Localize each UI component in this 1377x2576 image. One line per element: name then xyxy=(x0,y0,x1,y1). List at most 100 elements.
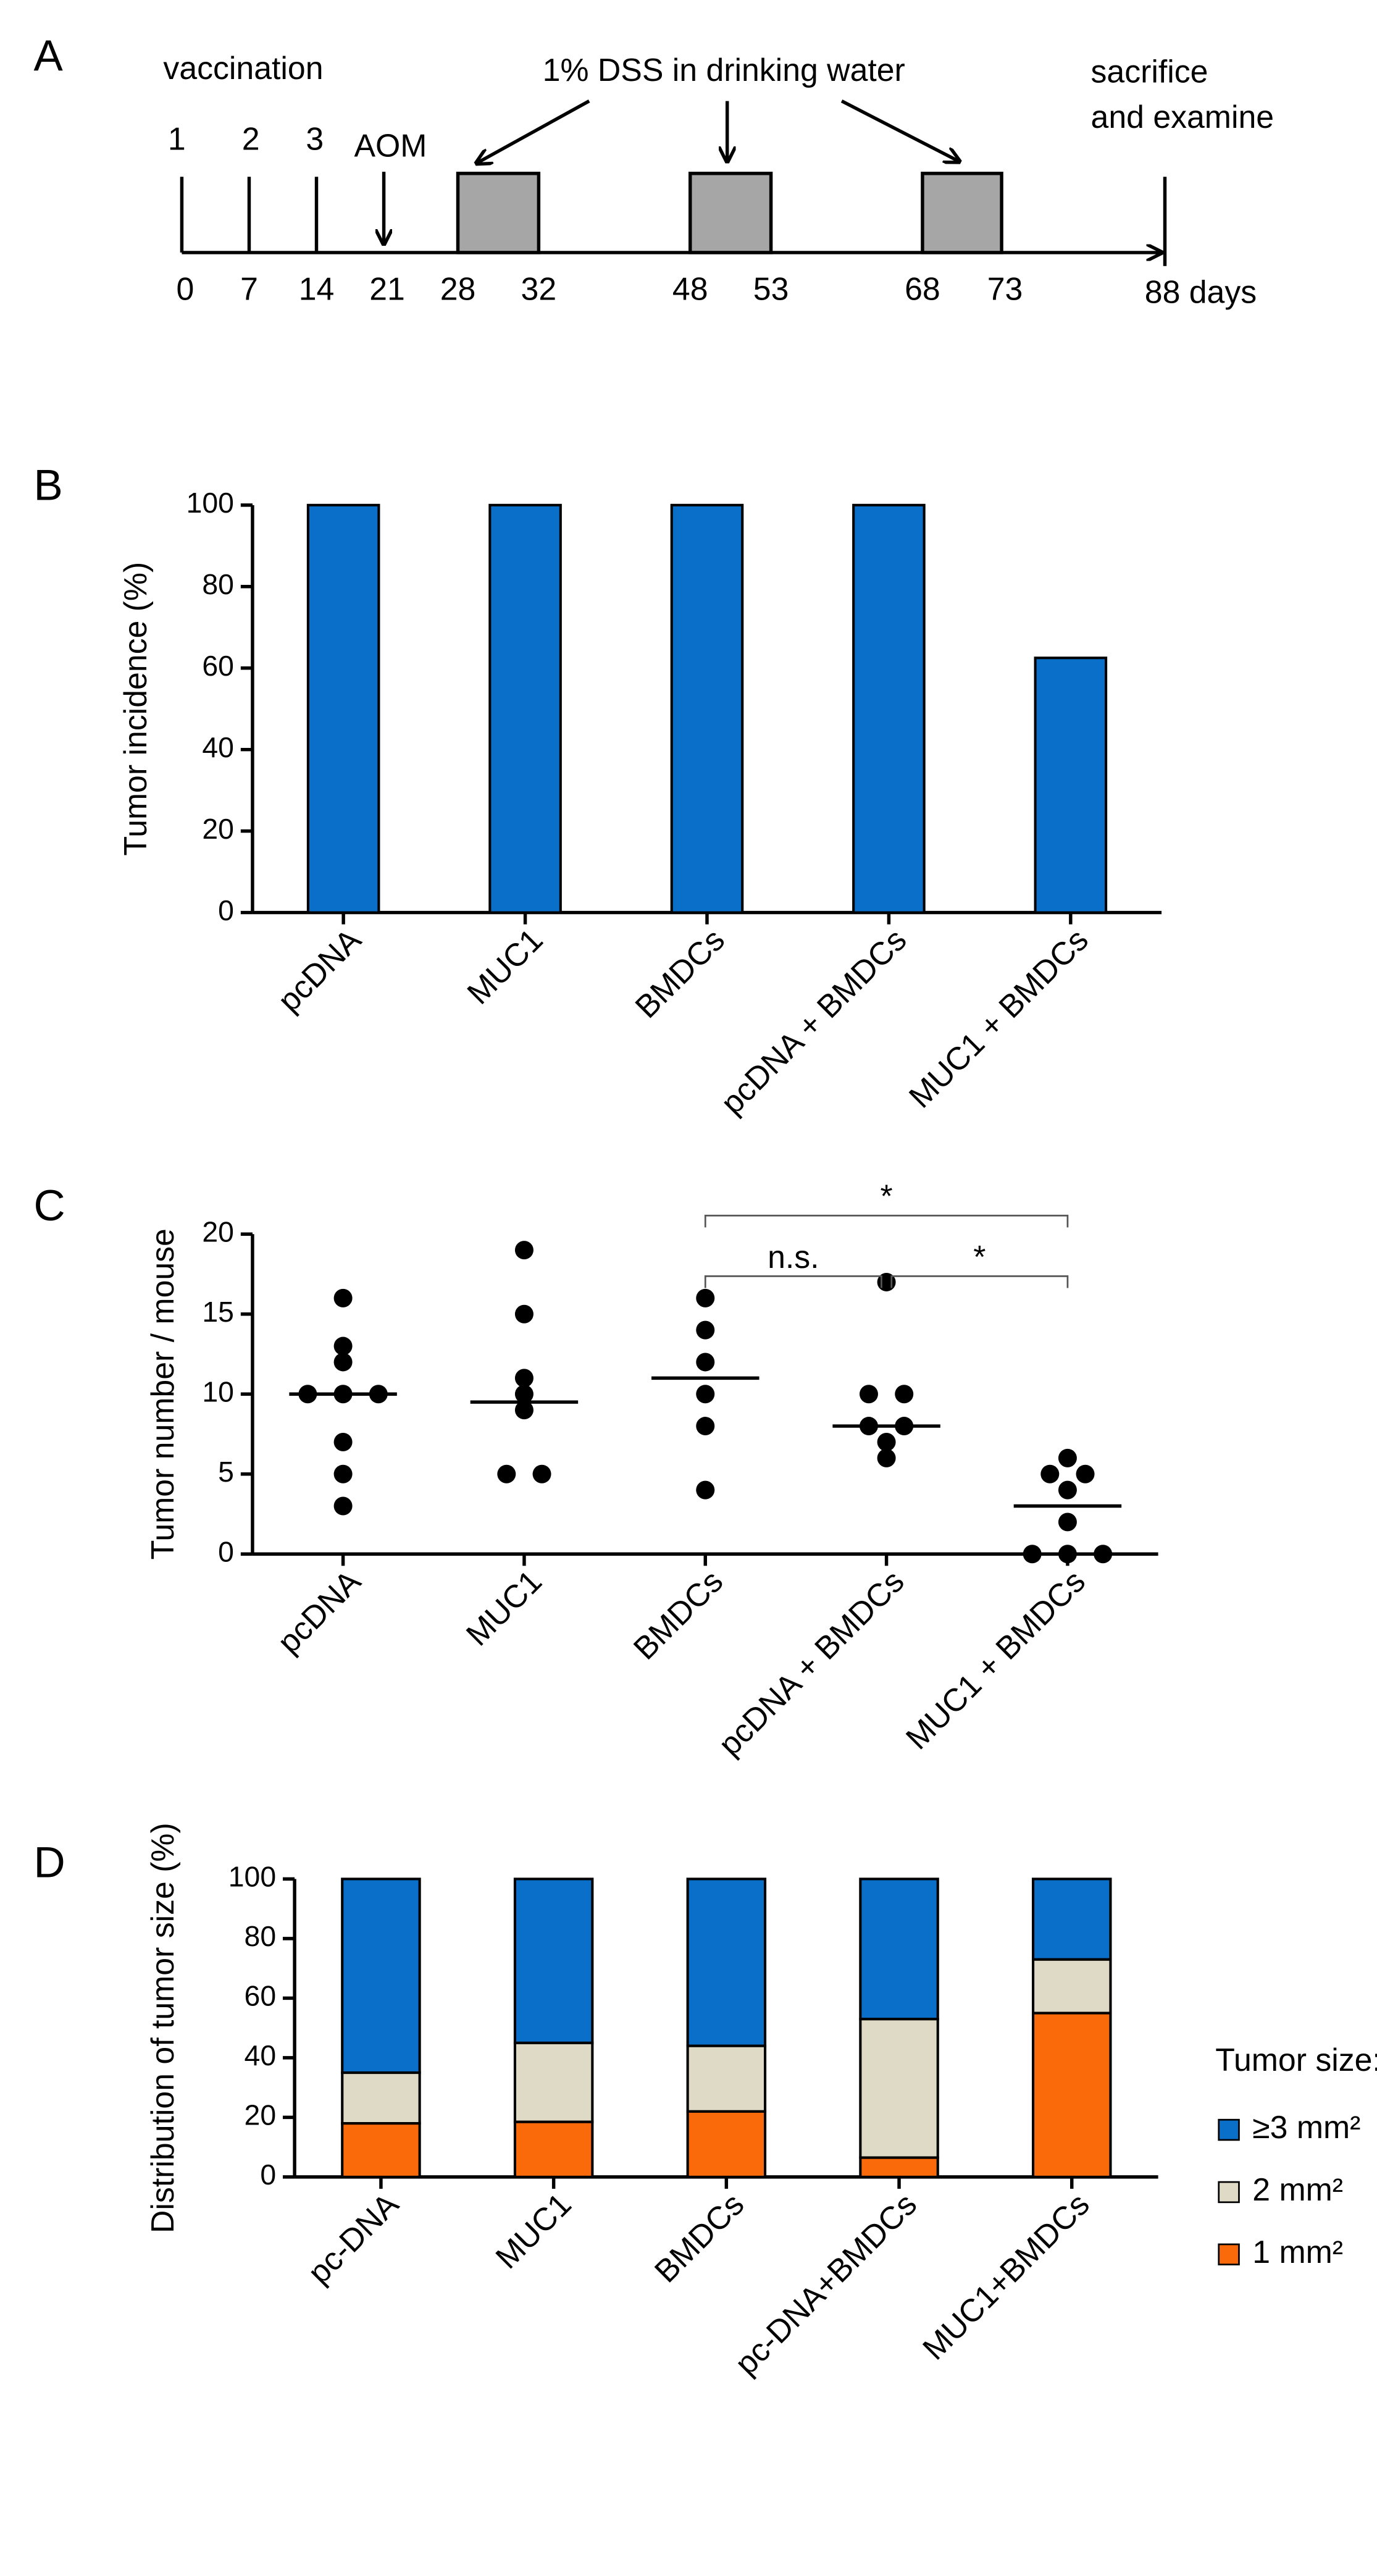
dot xyxy=(333,1353,353,1372)
dot xyxy=(1058,1480,1077,1500)
y-tick-label: 100 xyxy=(186,487,234,519)
y-tick-label: 0 xyxy=(260,2159,276,2191)
significance-label: n.s. xyxy=(768,1239,819,1275)
x-tick-label: MUC1 xyxy=(459,1563,548,1653)
y-tick-label: 20 xyxy=(245,2099,277,2131)
dot xyxy=(514,1241,534,1260)
day-label: 21 xyxy=(369,271,405,306)
dot xyxy=(895,1385,914,1404)
x-tick-label: pcDNA + BMDCs xyxy=(714,921,913,1121)
dot xyxy=(333,1336,353,1356)
legend-title: Tumor size: xyxy=(1215,2042,1377,2078)
dot xyxy=(696,1353,715,1372)
dot xyxy=(1076,1464,1095,1483)
panel-label: B xyxy=(34,461,63,510)
legend-label: ≥3 mm² xyxy=(1252,2109,1360,2145)
dss-arrow xyxy=(477,99,590,164)
bar-segment xyxy=(686,1877,767,2047)
bar-segment xyxy=(513,1877,594,2044)
dot xyxy=(696,1385,715,1404)
dot xyxy=(514,1369,534,1388)
y-tick-label: 0 xyxy=(218,1535,234,1567)
day-label: 68 xyxy=(905,271,940,306)
day-label: 14 xyxy=(299,271,335,306)
bar xyxy=(306,503,380,914)
day-label: 7 xyxy=(240,271,258,306)
day-label: 32 xyxy=(521,271,557,306)
dot xyxy=(696,1320,715,1340)
y-tick-label: 80 xyxy=(245,1920,277,1952)
bar xyxy=(670,503,744,914)
dot xyxy=(1040,1464,1060,1483)
dss-arrow xyxy=(840,99,960,162)
significance-bracket xyxy=(704,1214,1069,1228)
day-label: 48 xyxy=(672,271,708,306)
end-label: sacrifice xyxy=(1091,54,1208,90)
legend-swatch xyxy=(1218,2181,1240,2204)
y-tick-label: 40 xyxy=(202,731,234,763)
y-tick-label: 15 xyxy=(202,1296,234,1328)
x-tick-label: pcDNA xyxy=(270,921,367,1018)
significance-bracket xyxy=(890,1275,1069,1288)
dot xyxy=(696,1417,715,1436)
y-axis-label: Distribution of tumor size (%) xyxy=(144,1823,180,2233)
dot xyxy=(333,1432,353,1451)
panel-label: D xyxy=(34,1838,65,1887)
bar-segment xyxy=(513,2120,594,2178)
y-tick-label: 100 xyxy=(228,1861,276,1893)
dot xyxy=(1023,1545,1042,1564)
dot xyxy=(877,1432,896,1451)
bar-segment xyxy=(686,2110,767,2178)
significance-label: * xyxy=(881,1178,893,1214)
dot xyxy=(877,1448,896,1467)
y-tick-label: 10 xyxy=(202,1375,234,1408)
legend-swatch xyxy=(1218,2243,1240,2266)
bar-segment xyxy=(513,2041,594,2123)
legend-swatch xyxy=(1218,2118,1240,2141)
dot xyxy=(859,1385,878,1404)
bar-segment xyxy=(1031,2012,1112,2178)
x-tick-label: MUC1 + BMDCs xyxy=(899,1563,1092,1756)
dot xyxy=(1058,1512,1077,1532)
dot xyxy=(1058,1448,1077,1467)
bar-segment xyxy=(859,1877,939,2021)
x-tick-label: BMDCs xyxy=(628,921,731,1025)
day-label: 88 days xyxy=(1145,274,1257,310)
x-tick-label: MUC1+BMDCs xyxy=(916,2186,1096,2367)
bar-segment xyxy=(1031,1958,1112,2015)
x-tick-label: MUC1 + BMDCs xyxy=(902,921,1095,1115)
bar-segment xyxy=(859,2156,939,2178)
end-label: and examine xyxy=(1091,99,1274,135)
x-tick-label: pc-DNA+BMDCs xyxy=(728,2186,924,2382)
y-tick-label: 60 xyxy=(202,650,234,682)
y-axis-label: Tumor incidence (%) xyxy=(117,562,153,856)
bar-segment xyxy=(341,1877,421,2075)
dot xyxy=(514,1304,534,1324)
day-label: 28 xyxy=(440,271,476,306)
y-tick-label: 5 xyxy=(218,1456,234,1488)
panel-label: A xyxy=(34,31,64,80)
timeline: A vaccination 1 2 3 AOM 1% DSS in drinki… xyxy=(34,31,1274,310)
day-label: 0 xyxy=(176,271,194,306)
bar xyxy=(1034,657,1108,914)
bar-segment xyxy=(859,2018,939,2159)
legend-label: 1 mm² xyxy=(1252,2234,1343,2270)
x-tick-label: pcDNA + BMDCs xyxy=(711,1563,911,1763)
dot xyxy=(333,1496,353,1516)
day-label: 53 xyxy=(753,271,789,306)
x-tick-label: pc-DNA xyxy=(301,2186,406,2291)
dose-label: 2 xyxy=(242,121,260,157)
y-axis-label: Tumor number / mouse xyxy=(144,1228,180,1559)
y-tick-label: 40 xyxy=(245,2039,277,2071)
dot xyxy=(514,1385,534,1404)
dot xyxy=(497,1464,516,1483)
dot xyxy=(1058,1545,1077,1564)
dss-box xyxy=(456,172,541,254)
dose-label: 3 xyxy=(306,121,324,157)
bar-segment xyxy=(341,2122,421,2178)
dot xyxy=(1094,1545,1113,1564)
aom-label: AOM xyxy=(354,128,427,164)
dss-label: 1% DSS in drinking water xyxy=(543,52,905,88)
dose-label: 1 xyxy=(168,121,186,157)
bar xyxy=(488,503,562,914)
